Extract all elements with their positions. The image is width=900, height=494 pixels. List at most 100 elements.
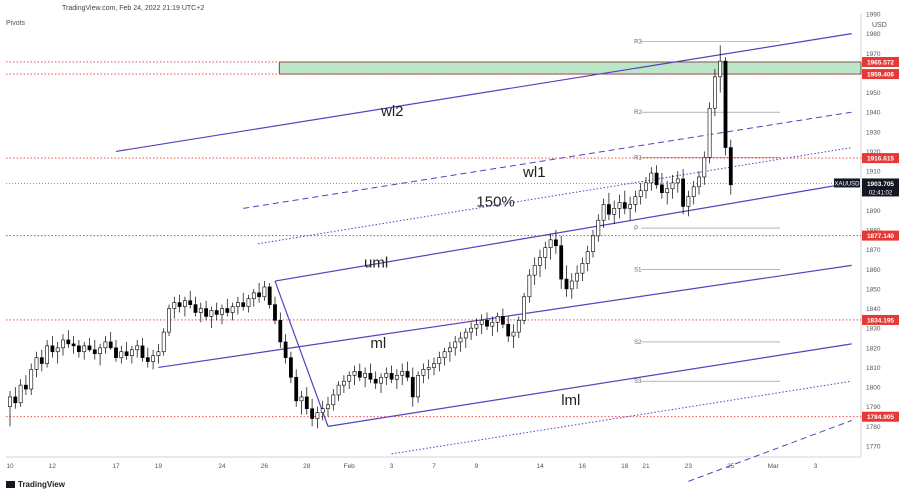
candle-body [225, 308, 230, 313]
level-tag [862, 56, 899, 67]
x-tick-label: 12 [49, 463, 57, 470]
y-tick-label: 1770 [866, 444, 881, 451]
candle-body [341, 380, 346, 386]
candle-body [304, 396, 309, 409]
y-tick-label: 1980 [866, 31, 881, 38]
candle-body [564, 278, 569, 290]
candle-body [135, 345, 140, 351]
candle-body [283, 341, 288, 358]
candle-body [320, 408, 325, 413]
candle-body [177, 302, 182, 307]
x-tick-label: Mar [768, 463, 780, 470]
candle-body [511, 331, 516, 337]
y-tick-label: 1910 [866, 169, 881, 176]
candle-body [469, 327, 474, 333]
y-tick-label: 1820 [866, 345, 881, 352]
candle-body [82, 345, 87, 353]
candle-body [453, 341, 458, 349]
candle-body [198, 308, 203, 313]
candle-body [532, 265, 537, 276]
candle-body [172, 302, 177, 309]
level-tag-label: 1959.406 [867, 72, 894, 79]
candle-body [622, 202, 627, 209]
candle-body [299, 396, 304, 402]
candle-body [426, 367, 431, 370]
trend-line [391, 380, 852, 455]
candle-body [580, 263, 585, 274]
candle-body [649, 172, 654, 184]
x-tick-label: 16 [579, 463, 587, 470]
y-tick-label: 1790 [866, 404, 881, 411]
symbol-tag [834, 178, 860, 188]
trend-line [688, 420, 852, 482]
candle-body [230, 306, 235, 313]
candle-body [8, 396, 12, 408]
candle-body [675, 178, 680, 184]
candle-body [209, 310, 214, 317]
x-tick-label: 23 [685, 463, 693, 470]
x-tick-label: 14 [536, 463, 544, 470]
candle-body [357, 371, 362, 378]
candle-body [601, 204, 606, 221]
pivot-label: S3 [634, 379, 642, 385]
candle-body [728, 147, 733, 186]
trend-line [327, 343, 852, 427]
candle-body [267, 286, 272, 305]
y-tick-label: 1990 [866, 12, 881, 19]
y-tick-label: 1780 [866, 424, 881, 431]
pivots-indicator-label: Pivots [6, 20, 26, 27]
candle-body [13, 396, 18, 404]
symbol-tag-label: XAUUSD [834, 181, 860, 187]
chart-caption: TradingView.com, Feb 24, 2022 21:19 UTC+… [62, 5, 205, 12]
candle-body [331, 394, 336, 406]
candle-body [220, 308, 224, 315]
candle-body [34, 357, 39, 370]
candle-body [66, 339, 71, 345]
level-tag [862, 153, 899, 164]
candle-body [659, 184, 664, 193]
candle-body [437, 357, 442, 364]
candle-body [98, 347, 103, 355]
candle-body [665, 188, 670, 193]
candle-body [167, 308, 171, 333]
x-tick-label: 9 [475, 463, 479, 470]
price-tag [862, 178, 899, 197]
candle-body [61, 339, 65, 349]
level-tag [862, 230, 899, 241]
y-tick-label: 1810 [866, 365, 881, 372]
brand-name: TradingView [18, 480, 65, 489]
pivot-label: S1 [634, 267, 642, 273]
candle-body [691, 186, 696, 197]
candle-body [384, 373, 389, 378]
candle-body [114, 347, 118, 358]
x-tick-label: 3 [390, 463, 394, 470]
x-tick-label: 24 [218, 463, 226, 470]
pivot-label: P [634, 226, 638, 232]
trend-line [115, 33, 852, 153]
candle-body [373, 378, 378, 384]
pivot-label: R3 [634, 39, 642, 45]
candle-body [236, 302, 240, 307]
candle-body [161, 331, 166, 353]
candle-body [490, 321, 495, 327]
candle-body [151, 355, 156, 362]
trend-line [243, 111, 852, 209]
candle-body [278, 320, 283, 343]
candle-body [617, 202, 622, 209]
candle-body [241, 302, 246, 307]
level-tag-label: 1965.572 [867, 59, 894, 66]
candle-body [686, 196, 691, 207]
candle-body [310, 408, 315, 419]
candle-body [447, 347, 452, 353]
candle-body [326, 404, 330, 409]
candle-body [246, 298, 251, 307]
candle-body [543, 247, 548, 258]
trend-line-label: 150% [476, 193, 514, 210]
candle-body [29, 369, 34, 390]
candle-body [124, 351, 129, 356]
trend-line [257, 147, 852, 245]
candle-body [591, 235, 595, 252]
candle-body [347, 375, 352, 382]
x-tick-label: Feb [344, 463, 356, 470]
